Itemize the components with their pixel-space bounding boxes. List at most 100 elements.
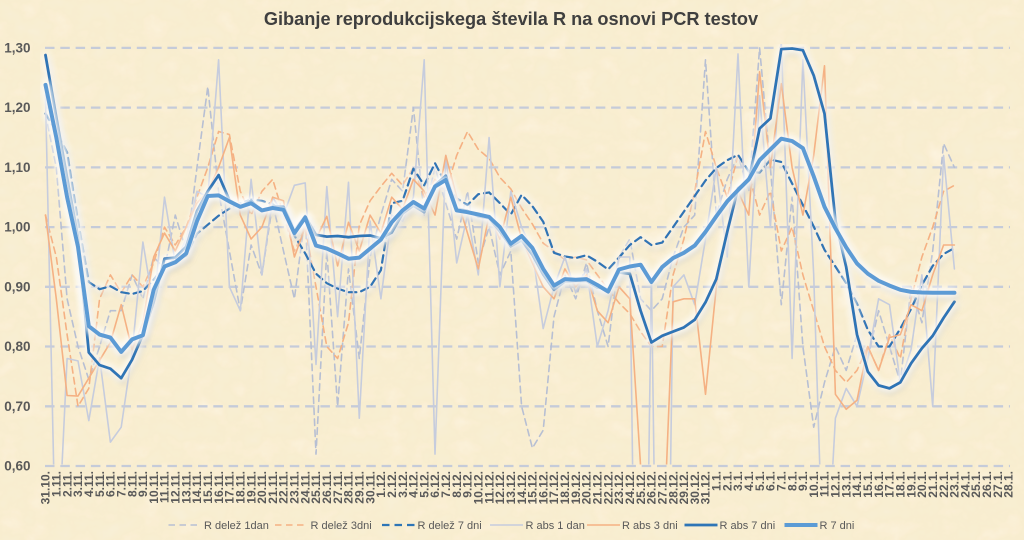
svg-text:10.12.: 10.12.	[472, 471, 486, 504]
svg-text:19.11.: 19.11.	[244, 471, 258, 504]
svg-text:9.1.: 9.1.	[796, 471, 810, 491]
svg-text:15.11.: 15.11.	[201, 471, 215, 504]
svg-text:24.11.: 24.11.	[298, 471, 312, 504]
svg-text:17.12.: 17.12.	[547, 471, 561, 504]
svg-text:26.12.: 26.12.	[645, 471, 659, 504]
svg-text:25.1.: 25.1.	[969, 471, 983, 498]
svg-text:22.12.: 22.12.	[601, 471, 615, 504]
svg-text:24.1.: 24.1.	[958, 471, 972, 498]
svg-text:14.11.: 14.11.	[190, 471, 204, 504]
svg-text:27.11.: 27.11.	[331, 471, 345, 504]
svg-text:5.11.: 5.11.	[93, 471, 107, 497]
svg-text:1,30: 1,30	[4, 40, 30, 55]
svg-text:24.12.: 24.12.	[623, 471, 637, 504]
svg-text:1.12.: 1.12.	[374, 471, 388, 498]
svg-text:12.12.: 12.12.	[493, 471, 507, 504]
svg-text:14.1.: 14.1.	[850, 471, 864, 498]
svg-text:8.1.: 8.1.	[785, 471, 799, 491]
svg-text:12.11.: 12.11.	[169, 471, 183, 504]
svg-text:0,60: 0,60	[4, 459, 30, 474]
svg-text:R abs 1 dan: R abs 1 dan	[526, 520, 585, 532]
svg-text:27.1.: 27.1.	[991, 471, 1005, 498]
svg-text:13.12.: 13.12.	[504, 471, 518, 504]
svg-text:1,00: 1,00	[4, 220, 30, 235]
svg-text:2.1.: 2.1.	[720, 471, 734, 491]
svg-text:16.12.: 16.12.	[536, 471, 550, 504]
svg-text:21.12.: 21.12.	[591, 471, 605, 504]
svg-text:5.1.: 5.1.	[753, 471, 767, 491]
svg-text:10.1.: 10.1.	[807, 471, 821, 498]
svg-text:3.12.: 3.12.	[396, 471, 410, 498]
svg-text:0,80: 0,80	[4, 339, 30, 354]
svg-text:2.11.: 2.11.	[60, 471, 74, 497]
svg-text:28.12.: 28.12.	[666, 471, 680, 504]
svg-text:19.1.: 19.1.	[904, 471, 918, 498]
svg-text:21.11.: 21.11.	[266, 471, 280, 504]
svg-text:15.12.: 15.12.	[526, 471, 540, 504]
svg-text:27.12.: 27.12.	[655, 471, 669, 504]
svg-text:28.11.: 28.11.	[342, 471, 356, 504]
svg-text:2.12.: 2.12.	[385, 471, 399, 498]
svg-text:15.1.: 15.1.	[861, 471, 875, 498]
svg-text:20.12.: 20.12.	[580, 471, 594, 504]
svg-text:6.11.: 6.11.	[104, 471, 118, 497]
svg-text:11.12.: 11.12.	[482, 471, 496, 504]
svg-text:R abs 3 dni: R abs 3 dni	[622, 520, 678, 532]
svg-text:3.11.: 3.11.	[71, 471, 85, 497]
svg-text:29.12.: 29.12.	[677, 471, 691, 504]
svg-text:4.1.: 4.1.	[742, 471, 756, 491]
svg-text:1.11.: 1.11.	[50, 471, 64, 497]
svg-text:20.11.: 20.11.	[255, 471, 269, 504]
svg-text:0,90: 0,90	[4, 279, 30, 294]
svg-text:R delež 1dan: R delež 1dan	[204, 520, 269, 532]
svg-text:9.12.: 9.12.	[461, 471, 475, 498]
svg-text:0,70: 0,70	[4, 399, 30, 414]
svg-text:23.11.: 23.11.	[288, 471, 302, 504]
svg-text:23.12.: 23.12.	[612, 471, 626, 504]
svg-text:R abs 7 dni: R abs 7 dni	[720, 520, 776, 532]
svg-text:16.1.: 16.1.	[872, 471, 886, 498]
svg-text:Gibanje reprodukcijskega števi: Gibanje reprodukcijskega števila R na os…	[264, 9, 759, 29]
svg-text:31.12.: 31.12.	[699, 471, 713, 504]
svg-text:8.11.: 8.11.	[125, 471, 139, 497]
svg-text:21.1.: 21.1.	[926, 471, 940, 498]
svg-text:18.12.: 18.12.	[558, 471, 572, 504]
svg-text:14.12.: 14.12.	[515, 471, 529, 504]
svg-text:R 7 dni: R 7 dni	[820, 520, 855, 532]
svg-text:31.10.: 31.10.	[39, 471, 53, 504]
svg-text:8.12.: 8.12.	[450, 471, 464, 498]
svg-text:9.11.: 9.11.	[136, 471, 150, 497]
svg-text:10.11.: 10.11.	[147, 471, 161, 504]
svg-text:R delež 7 dni: R delež 7 dni	[418, 520, 482, 532]
svg-text:13.1.: 13.1.	[839, 471, 853, 498]
svg-text:20.1.: 20.1.	[915, 471, 929, 498]
svg-text:5.12.: 5.12.	[417, 471, 431, 498]
svg-text:22.1.: 22.1.	[937, 471, 951, 498]
svg-text:30.11.: 30.11.	[363, 471, 377, 504]
svg-text:17.11.: 17.11.	[223, 471, 237, 504]
svg-text:25.12.: 25.12.	[634, 471, 648, 504]
svg-text:7.1.: 7.1.	[775, 471, 789, 491]
svg-text:26.11.: 26.11.	[320, 471, 334, 504]
svg-text:6.12.: 6.12.	[428, 471, 442, 498]
svg-text:23.1.: 23.1.	[948, 471, 962, 498]
svg-text:R delež 3dni: R delež 3dni	[311, 520, 372, 532]
svg-text:17.1.: 17.1.	[883, 471, 897, 498]
svg-text:22.11.: 22.11.	[277, 471, 291, 504]
svg-text:18.1.: 18.1.	[894, 471, 908, 498]
svg-text:25.11.: 25.11.	[309, 471, 323, 504]
svg-text:19.12.: 19.12.	[569, 471, 583, 504]
svg-text:30.12.: 30.12.	[688, 471, 702, 504]
svg-text:1.1.: 1.1.	[710, 471, 724, 491]
svg-text:6.1.: 6.1.	[764, 471, 778, 491]
svg-text:28.1.: 28.1.	[1002, 471, 1016, 498]
svg-text:11.1.: 11.1.	[818, 471, 832, 497]
svg-text:3.1.: 3.1.	[731, 471, 745, 491]
svg-text:18.11.: 18.11.	[234, 471, 248, 504]
svg-text:1,20: 1,20	[4, 100, 30, 115]
svg-text:12.1.: 12.1.	[829, 471, 843, 498]
svg-text:16.11.: 16.11.	[212, 471, 226, 504]
svg-text:29.11.: 29.11.	[353, 471, 367, 504]
svg-text:4.12.: 4.12.	[407, 471, 421, 498]
svg-text:13.11.: 13.11.	[179, 471, 193, 504]
